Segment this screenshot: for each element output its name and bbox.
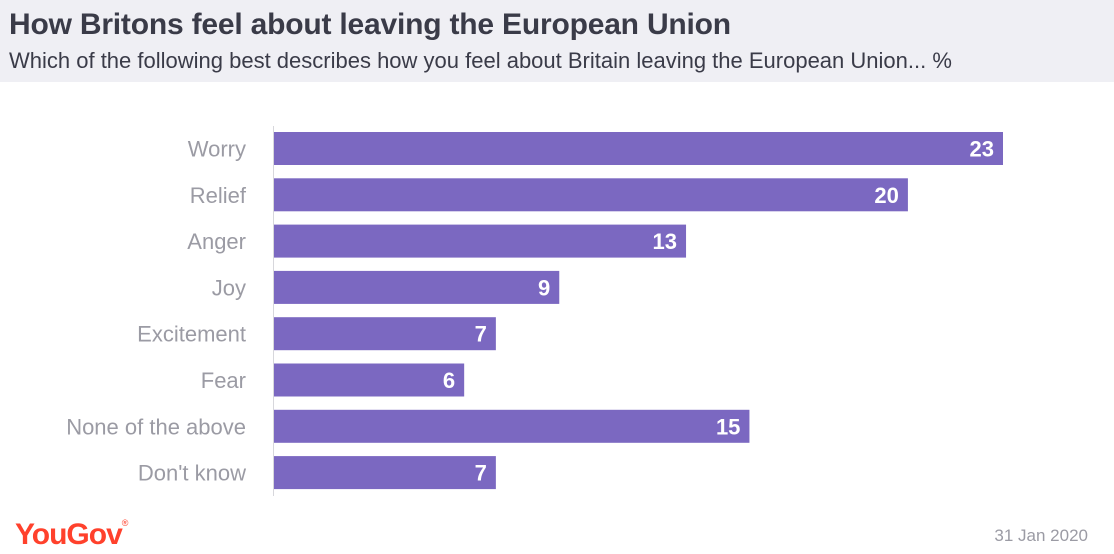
- category-label-fear: Fear: [201, 368, 246, 393]
- bar-worry: [274, 132, 1003, 165]
- value-label-don-t-know: 7: [475, 461, 487, 486]
- category-label-relief: Relief: [190, 183, 247, 208]
- value-label-joy: 9: [538, 275, 550, 300]
- value-label-none-of-the-above: 15: [716, 414, 740, 439]
- chart-title: How Britons feel about leaving the Europ…: [9, 8, 731, 41]
- category-label-worry: Worry: [188, 137, 246, 162]
- value-label-anger: 13: [653, 229, 677, 254]
- logo-text: YouGov: [15, 518, 123, 551]
- value-label-worry: 23: [970, 137, 994, 162]
- bar-fear: [274, 363, 465, 397]
- bar-none-of-the-above: [274, 409, 750, 443]
- yougov-logo: YouGov®: [15, 518, 128, 552]
- chart-subtitle: Which of the following best describes ho…: [9, 48, 952, 73]
- bar-don-t-know: [274, 456, 496, 490]
- logo-registered-mark: ®: [121, 518, 129, 528]
- bar-joy: [274, 270, 560, 304]
- category-label-joy: Joy: [212, 275, 246, 300]
- value-label-excitement: 7: [475, 322, 487, 347]
- bar-anger: [274, 224, 687, 258]
- value-label-relief: 20: [874, 183, 898, 208]
- category-label-none-of-the-above: None of the above: [66, 414, 246, 439]
- header-band: How Britons feel about leaving the Europ…: [0, 0, 1114, 82]
- bar-series: Worry 23 Relief 20 Anger 13 Joy 9 Excitement 7 Fea…: [66, 132, 1003, 490]
- category-label-anger: Anger: [187, 229, 246, 254]
- value-label-fear: 6: [443, 368, 455, 393]
- bar-excitement: [274, 317, 496, 351]
- category-label-don-t-know: Don't know: [138, 461, 246, 486]
- publish-date: 31 Jan 2020: [994, 526, 1088, 545]
- category-label-excitement: Excitement: [137, 322, 246, 347]
- bar-relief: [274, 178, 908, 212]
